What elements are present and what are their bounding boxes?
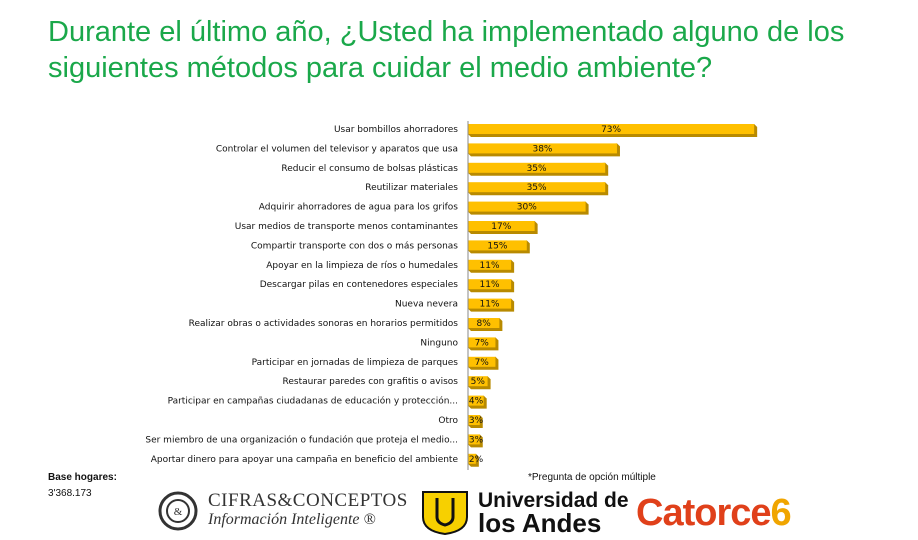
bar-face xyxy=(468,124,755,134)
chart-title: Durante el último año, ¿Usted ha impleme… xyxy=(48,16,845,84)
base-label: Base hogares: xyxy=(48,472,117,483)
bar xyxy=(468,240,530,254)
category-label: Reducir el consumo de bolsas plásticas xyxy=(281,164,458,174)
bar-face xyxy=(468,356,496,367)
category-label: Participar en jornadas de limpieza de pa… xyxy=(252,358,459,368)
cifras-logo-name: CIFRAS&CONCEPTOS xyxy=(208,490,408,511)
svg-text:&: & xyxy=(174,506,183,518)
catorce-logo-text: Catorce xyxy=(636,492,771,534)
data-label: 8% xyxy=(477,319,492,329)
cifras-conceptos-emblem-icon: & xyxy=(158,491,198,531)
bar xyxy=(468,376,491,390)
bar-face xyxy=(468,162,606,173)
data-label: 35% xyxy=(527,164,547,174)
bar-face xyxy=(468,318,500,328)
bar xyxy=(468,395,487,409)
category-label: Compartir transporte con dos o más perso… xyxy=(251,241,458,251)
category-label: Apoyar en la limpieza de ríos o humedale… xyxy=(266,261,458,271)
data-label: 2% xyxy=(469,455,484,465)
data-label: 7% xyxy=(475,338,490,348)
multiple-choice-note: *Pregunta de opción múltiple xyxy=(528,472,656,483)
data-label: 5% xyxy=(471,377,486,387)
bar xyxy=(468,182,609,196)
data-label: 17% xyxy=(491,222,511,232)
bar-face xyxy=(468,395,484,406)
data-label: 35% xyxy=(527,183,547,193)
bar xyxy=(468,279,515,293)
category-label: Usar medios de transporte menos contamin… xyxy=(235,222,459,232)
category-label: Restaurar paredes con grafitis o avisos xyxy=(283,377,459,387)
category-label: Adquirir ahorradores de agua para los gr… xyxy=(259,203,459,213)
category-label: Realizar obras o actividades sonoras en … xyxy=(189,319,459,329)
data-label: 7% xyxy=(475,358,490,368)
bar xyxy=(468,434,483,448)
bar-face xyxy=(468,279,512,290)
bar xyxy=(468,453,479,467)
bar xyxy=(468,124,758,137)
bar xyxy=(468,162,609,176)
bar-face xyxy=(468,240,527,251)
category-label: Otro xyxy=(438,416,458,426)
category-label: Controlar el volumen del televisor y apa… xyxy=(216,144,458,154)
bar-face xyxy=(468,298,512,309)
bar-face xyxy=(468,453,476,464)
data-label: 30% xyxy=(517,203,537,213)
category-label: Descargar pilas en contenedores especial… xyxy=(260,280,459,290)
bar xyxy=(468,337,499,351)
base-value: 3'368.173 xyxy=(48,488,92,499)
cifras-conceptos-logo: & CIFRAS&CONCEPTOS Información Inteligen… xyxy=(156,490,408,532)
bar-face xyxy=(468,434,480,445)
category-label: Reutilizar materiales xyxy=(365,183,458,193)
andes-logo-line1: Universidad de xyxy=(478,489,629,512)
category-label: Ser miembro de una organización o fundac… xyxy=(145,434,458,445)
bar xyxy=(468,221,538,234)
category-label: Participar en campañas ciudadanas de edu… xyxy=(168,396,458,407)
category-label: Usar bombillos ahorradores xyxy=(334,125,458,135)
bar-face xyxy=(468,376,488,387)
data-label: 4% xyxy=(469,397,484,407)
universidad-andes-logo: Universidad de los Andes xyxy=(420,489,629,538)
data-label: 73% xyxy=(601,125,621,135)
cifras-logo-tagline: Información Inteligente ® xyxy=(208,511,376,528)
data-label: 11% xyxy=(480,300,500,310)
bar-face xyxy=(468,201,586,212)
andes-logo-line2: los Andes xyxy=(478,508,602,538)
category-label: Ninguno xyxy=(420,338,458,348)
bar-face xyxy=(468,221,535,231)
bar-face xyxy=(468,259,512,270)
bar-face xyxy=(468,143,617,154)
catorce6-logo: Catorce6 xyxy=(636,492,792,535)
data-label: 11% xyxy=(480,280,500,290)
bar-face xyxy=(468,337,496,348)
catorce-logo-number: 6 xyxy=(770,492,792,534)
category-label: Aportar dinero para apoyar una campaña e… xyxy=(151,455,459,465)
bar-face xyxy=(468,182,606,193)
bar-face xyxy=(468,415,480,425)
data-label: 15% xyxy=(487,241,507,251)
data-label: 11% xyxy=(480,261,500,271)
universidad-andes-shield-icon xyxy=(422,491,468,535)
bar-chart: Usar bombillos ahorradores 73% Controlar e… xyxy=(145,121,758,470)
data-label: 3% xyxy=(469,416,484,426)
bar xyxy=(468,356,499,370)
bar xyxy=(468,415,483,428)
bar xyxy=(468,318,503,331)
bar xyxy=(468,201,589,215)
data-label: 38% xyxy=(532,144,552,154)
bar xyxy=(468,143,620,157)
bar xyxy=(468,259,515,273)
data-label: 3% xyxy=(469,435,484,445)
bar xyxy=(468,298,515,312)
category-label: Nueva nevera xyxy=(395,300,458,310)
